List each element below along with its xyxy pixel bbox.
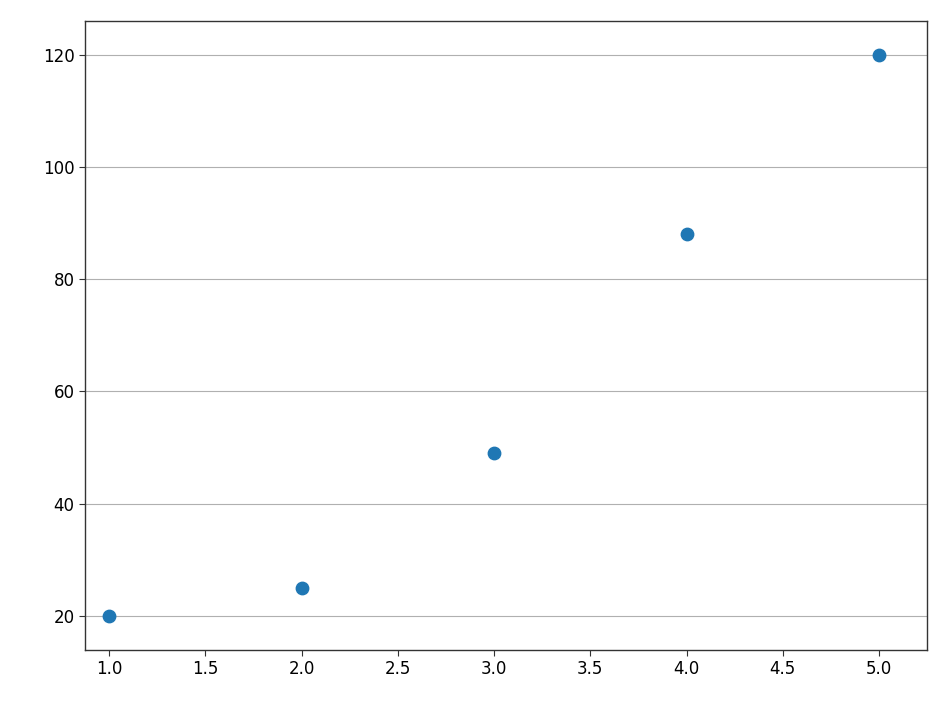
Point [871, 49, 886, 61]
Point [679, 229, 694, 240]
Point [101, 610, 116, 621]
Point [486, 448, 501, 459]
Point [294, 582, 309, 594]
